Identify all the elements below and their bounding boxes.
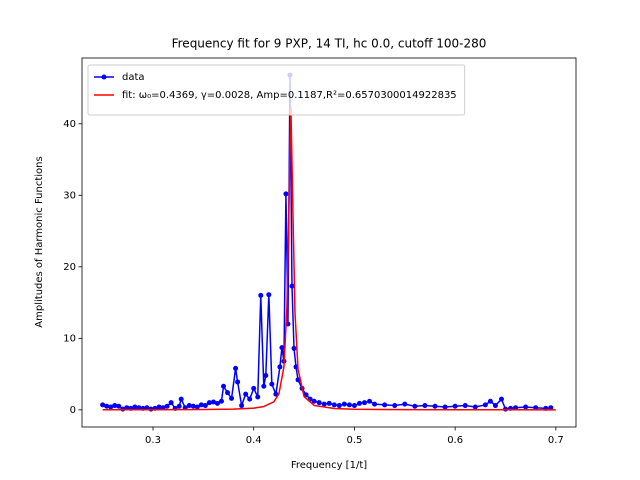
data-point xyxy=(221,383,227,389)
data-point xyxy=(382,402,388,408)
data-point xyxy=(243,391,249,397)
data-point xyxy=(194,404,200,410)
data-point xyxy=(316,400,322,406)
data-point xyxy=(263,373,269,379)
y-tick-label: 30 xyxy=(63,190,76,201)
data-point xyxy=(247,396,253,402)
data-point xyxy=(422,403,428,409)
data-point xyxy=(326,400,332,406)
data-point xyxy=(372,401,378,407)
data-point xyxy=(442,404,448,410)
data-point xyxy=(341,401,347,407)
data-point xyxy=(487,398,493,404)
data-point xyxy=(533,405,539,411)
x-axis-label: Frequency [1/t] xyxy=(291,460,367,471)
data-point xyxy=(168,400,174,406)
data-point xyxy=(513,405,519,411)
legend: data fit: ω₀=0.4369, γ=0.0028, Amp=0.1187… xyxy=(87,64,466,116)
x-tick-label: 0.3 xyxy=(145,435,161,446)
x-tick-label: 0.6 xyxy=(447,435,463,446)
y-tick-label: 20 xyxy=(63,262,76,273)
data-point xyxy=(176,403,182,409)
data-point xyxy=(266,292,272,298)
data-point xyxy=(367,398,373,404)
data-point xyxy=(178,396,184,402)
legend-label: data xyxy=(122,72,145,83)
data-point xyxy=(164,403,170,409)
data-point xyxy=(283,191,289,197)
data-point xyxy=(289,283,295,289)
data-point xyxy=(108,404,114,410)
x-tick-label: 0.4 xyxy=(246,435,262,446)
data-point xyxy=(331,402,337,408)
data-point xyxy=(321,401,327,407)
data-point xyxy=(472,404,478,410)
data-point xyxy=(218,398,224,404)
data-point xyxy=(498,396,504,402)
data-point xyxy=(156,404,162,410)
data-point xyxy=(202,403,208,409)
data-point xyxy=(548,405,554,411)
data-point xyxy=(432,403,438,409)
y-axis-label: Amplitudes of Harmonic Functions xyxy=(34,156,45,327)
chart-title: Frequency fit for 9 PXP, 14 TI, hc 0.0, … xyxy=(172,37,487,51)
data-point xyxy=(233,365,239,371)
data-point xyxy=(104,403,110,409)
data-point xyxy=(132,404,138,410)
data-point xyxy=(186,403,192,409)
data-point xyxy=(136,405,142,411)
data-point xyxy=(214,400,220,406)
data-point xyxy=(277,364,283,370)
data-point xyxy=(112,403,118,409)
data-point xyxy=(482,402,488,408)
data-point xyxy=(235,379,241,385)
x-tick-label: 0.5 xyxy=(346,435,362,446)
data-point xyxy=(225,390,231,396)
data-point xyxy=(255,394,261,400)
data-point xyxy=(269,381,275,387)
legend-box xyxy=(87,64,466,116)
data-point xyxy=(392,403,398,409)
data-point xyxy=(251,385,257,391)
data-point xyxy=(291,345,297,351)
data-point xyxy=(124,405,130,411)
data-point xyxy=(362,400,368,406)
data-point xyxy=(116,403,122,409)
data-point xyxy=(462,403,468,409)
data-point xyxy=(452,403,458,409)
data-point xyxy=(402,401,408,407)
data-point xyxy=(492,403,498,409)
data-point xyxy=(229,395,235,401)
x-tick-label: 0.7 xyxy=(548,435,564,446)
data-point xyxy=(303,392,309,398)
data-point xyxy=(190,403,196,409)
data-point xyxy=(336,403,342,409)
y-tick-label: 10 xyxy=(63,333,76,344)
data-point xyxy=(100,402,106,408)
data-point xyxy=(261,383,267,389)
legend-label: fit: ω₀=0.4369, γ=0.0028, Amp=0.1187,R²=… xyxy=(122,90,457,101)
data-point xyxy=(279,345,285,351)
y-tick-label: 40 xyxy=(63,119,76,130)
data-point xyxy=(258,292,264,298)
y-tick-label: 0 xyxy=(70,405,76,416)
data-point xyxy=(523,404,529,410)
data-point xyxy=(198,402,204,408)
data-point xyxy=(295,377,301,383)
data-point xyxy=(346,402,352,408)
legend-marker xyxy=(101,74,107,80)
data-point xyxy=(210,399,216,405)
plot-area xyxy=(100,72,556,412)
data-point xyxy=(206,400,212,406)
data-point xyxy=(356,400,362,406)
data-point xyxy=(144,405,150,411)
axes-frame xyxy=(81,57,577,428)
data-point xyxy=(351,403,357,409)
data-point xyxy=(311,398,317,404)
data-point xyxy=(239,403,245,409)
data-point xyxy=(412,403,418,409)
